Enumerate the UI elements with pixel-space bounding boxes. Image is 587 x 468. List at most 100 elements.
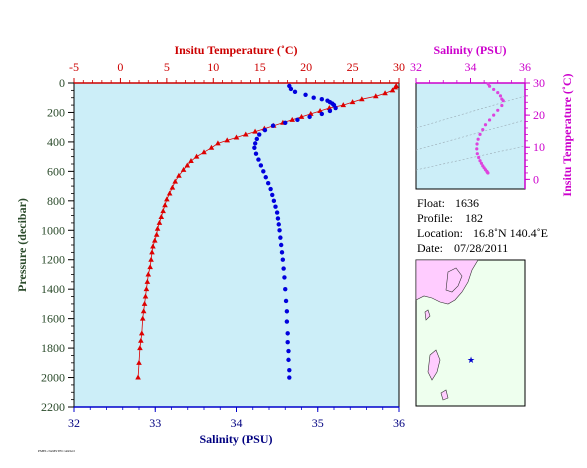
ts-point xyxy=(496,108,500,112)
temperature-point xyxy=(382,90,388,96)
temperature-point xyxy=(372,93,379,99)
temperature-tick-label: 5 xyxy=(164,60,170,74)
temperature-point xyxy=(156,219,163,225)
salinity-point xyxy=(333,105,338,111)
salinity-point xyxy=(268,186,273,192)
pressure-axis-title: Pressure (decibar) xyxy=(15,198,29,292)
profile-label: Profile: xyxy=(417,211,453,225)
salinity-point xyxy=(276,222,281,227)
float-location-marker: ★ xyxy=(467,355,475,365)
ts-point xyxy=(487,84,492,88)
salinity-tick-label: 34 xyxy=(231,416,243,430)
temperature-point xyxy=(392,84,399,90)
salinity-point xyxy=(283,298,289,304)
temperature-point xyxy=(340,102,347,108)
temperature-tick-label: 10 xyxy=(207,60,219,74)
temperature-point xyxy=(389,87,396,93)
temperature-point xyxy=(317,107,323,113)
ts-temperature-title: Insitu Temperature (˚C) xyxy=(560,73,574,196)
salinity-point xyxy=(253,151,259,156)
salinity-point xyxy=(256,157,261,162)
temperature-point xyxy=(162,202,168,208)
salinity-point xyxy=(311,95,316,100)
salinity-point xyxy=(292,89,298,95)
pressure-tick-label: 1000 xyxy=(41,223,65,237)
salinity-axis-title: Salinity (PSU) xyxy=(199,432,272,446)
ts-point xyxy=(500,103,504,108)
pressure-tick-label: 0 xyxy=(59,76,65,90)
salinity-point xyxy=(261,169,266,174)
ts-temperature-tick-label: 30 xyxy=(533,76,545,90)
temperature-tick-label: 25 xyxy=(347,60,359,74)
temperature-point xyxy=(349,99,356,105)
temperature-point xyxy=(298,113,305,119)
temperature-tick-label: -5 xyxy=(69,60,79,74)
salinity-point xyxy=(273,204,278,209)
temperature-point xyxy=(180,166,187,172)
salinity-point xyxy=(286,348,291,354)
temperature-point xyxy=(233,134,240,140)
temperature-tick-label: 20 xyxy=(300,60,312,74)
temperature-point xyxy=(135,374,141,380)
temperature-tick-label: 30 xyxy=(393,60,405,74)
pressure-tick-label: 2000 xyxy=(41,371,65,385)
temperature-point xyxy=(153,231,160,237)
temperature-point xyxy=(172,178,179,184)
temperature-point xyxy=(359,96,365,102)
ts-point xyxy=(475,142,479,146)
temperature-point xyxy=(242,131,249,137)
location-map: ★ xyxy=(415,259,526,407)
salinity-tick-label: 32 xyxy=(68,416,80,430)
temperature-point xyxy=(136,359,142,365)
temperature-point xyxy=(149,249,155,255)
salinity-point xyxy=(327,108,333,114)
salinity-tick-label: 36 xyxy=(393,416,405,430)
temperature-point xyxy=(252,128,258,134)
temperature-point xyxy=(137,345,143,351)
date-value: 07/28/2011 xyxy=(454,241,508,255)
ts-point xyxy=(483,123,488,127)
salinity-point xyxy=(284,309,290,314)
density-contour xyxy=(415,95,526,129)
salinity-point xyxy=(284,319,290,324)
temperature-axis-title: Insitu Temperature (˚C) xyxy=(174,43,297,57)
ts-plot-area xyxy=(415,82,526,190)
temperature-point xyxy=(326,105,333,111)
temperature-point xyxy=(138,337,144,343)
temperature-point xyxy=(201,149,207,155)
ts-salinity-title: Salinity (PSU) xyxy=(433,43,506,57)
ts-point xyxy=(476,137,480,141)
temperature-point xyxy=(158,214,165,220)
ts-salinity-tick-label: 32 xyxy=(410,60,422,74)
float-label: Float: xyxy=(417,196,445,210)
ts-point xyxy=(496,91,500,95)
ts-point xyxy=(498,94,503,98)
temperature-series xyxy=(135,82,400,380)
date-label: Date: xyxy=(417,241,443,255)
temperature-point xyxy=(138,330,145,336)
location-label: Location: xyxy=(417,226,463,240)
salinity-point xyxy=(319,97,325,102)
salinity-point xyxy=(303,92,308,97)
ts-point xyxy=(478,132,482,136)
ts-salinity-tick-label: 34 xyxy=(465,60,477,74)
profile-plot-area xyxy=(73,82,400,408)
salinity-point xyxy=(285,340,290,345)
salinity-point xyxy=(307,114,312,120)
salinity-point xyxy=(319,111,325,117)
pressure-tick-label: 400 xyxy=(47,135,65,149)
temperature-point xyxy=(166,190,173,196)
salinity-point xyxy=(277,228,282,233)
ts-salinity-tick-label: 36 xyxy=(519,60,531,74)
pressure-tick-label: 1200 xyxy=(41,253,65,267)
salinity-point xyxy=(257,132,262,137)
location-value: 16.8˚N 140.4˚E xyxy=(473,226,548,240)
pressure-ticks: 0 200 400 600 800 1000 1200 1400 1600 1800 2000 220… xyxy=(41,76,74,414)
pressure-tick-label: 200 xyxy=(47,105,65,119)
salinity-point xyxy=(295,117,300,123)
salinity-point xyxy=(271,198,277,204)
salinity-point xyxy=(283,286,288,292)
temperature-point xyxy=(184,162,191,168)
pressure-tick-label: 2200 xyxy=(41,400,65,414)
